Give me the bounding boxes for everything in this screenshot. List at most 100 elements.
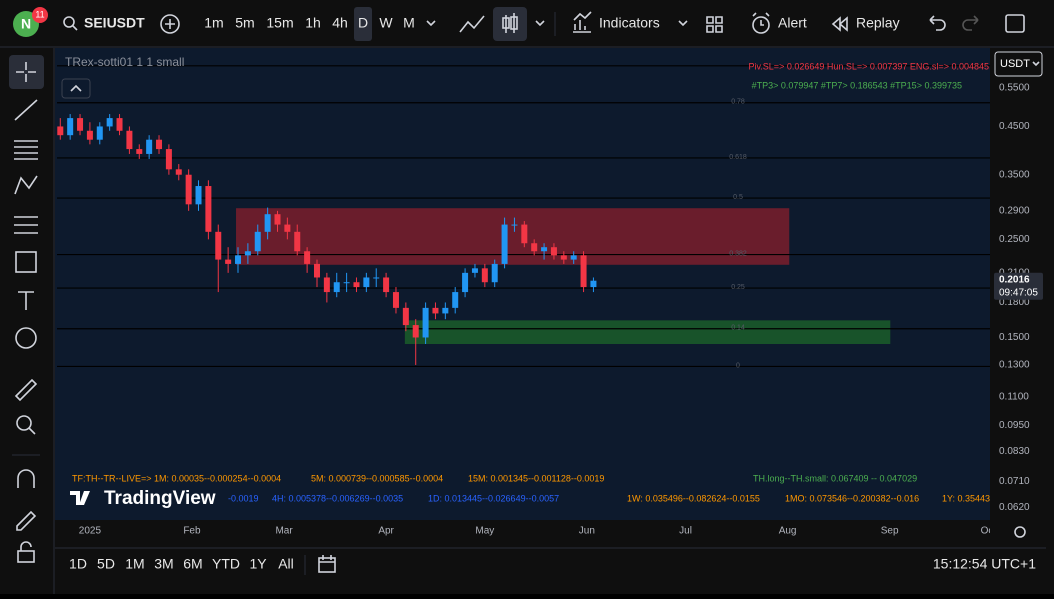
zone [236, 208, 790, 265]
pattern-tool[interactable] [14, 175, 38, 195]
chart-type-line[interactable] [459, 15, 485, 33]
candle-body [165, 149, 172, 170]
candle-body [531, 243, 538, 252]
projection-tool[interactable] [14, 216, 38, 234]
candle-body [57, 126, 64, 136]
y-tick-label: 0.1800 [999, 297, 1030, 308]
undo[interactable] [929, 15, 946, 31]
redo[interactable] [962, 15, 979, 31]
emoji-tool[interactable] [15, 327, 37, 349]
interval[interactable]: M [403, 15, 415, 31]
goto-date[interactable] [318, 557, 336, 573]
layout-icon[interactable] [706, 16, 723, 33]
text-tool[interactable] [18, 291, 34, 310]
interval-group: 1m 5m 15m 1h 4h D W M [204, 7, 415, 41]
collapse-button[interactable] [61, 78, 91, 99]
annotation: 1MO: 0.073546--0.200382--0.016 [785, 493, 919, 503]
settings[interactable] [1014, 526, 1026, 538]
candle-body [363, 277, 370, 288]
x-tick-label: May [475, 526, 494, 537]
y-tick-label: 0.0830 [999, 446, 1030, 457]
range-button[interactable]: 5D [97, 556, 115, 572]
chevron[interactable] [678, 20, 688, 27]
candle-body [560, 255, 567, 260]
annotation: 1W: 0.035496--0.082624--0.0155 [627, 493, 760, 503]
ruler-tool[interactable] [14, 378, 38, 402]
fib-label: 0 [736, 362, 740, 369]
fib-label: 0.618 [729, 154, 747, 161]
y-tick-label: 0.3500 [999, 169, 1030, 180]
candle-body [471, 268, 478, 273]
candle-body [86, 130, 93, 140]
candle-body [185, 174, 192, 205]
plot: 0.78 0.618 0.5 0.382 0.25 0.14 0 Piv.SL=> 0.026… [57, 61, 997, 537]
annotation: 15M: 0.001345--0.001128--0.0019 [468, 473, 604, 483]
interval[interactable]: 1h [305, 15, 321, 31]
range-button[interactable]: All [278, 556, 294, 572]
indicators-icon[interactable] [573, 11, 592, 33]
countdown: 09:47:05 [999, 287, 1038, 298]
alert-icon[interactable] [752, 16, 770, 34]
trendline-tool[interactable] [14, 99, 38, 121]
candle-body [116, 118, 123, 131]
search-icon[interactable] [63, 16, 75, 28]
range-button[interactable]: YTD [212, 556, 240, 572]
shape-tool[interactable] [15, 251, 37, 273]
chevron[interactable] [426, 20, 436, 27]
candle-body [254, 231, 261, 252]
range-button[interactable]: 1D [69, 556, 87, 572]
candle-body [244, 251, 251, 256]
candle-body [481, 268, 488, 283]
interval[interactable]: 4h [332, 15, 348, 31]
lock-tool[interactable] [17, 550, 35, 563]
currency: USDT [1000, 58, 1030, 70]
candle-body [195, 186, 202, 205]
candle-body [373, 277, 380, 279]
annotation: Piv.SL=> 0.026649 Hun.SL=> 0.007397 ENG.… [748, 61, 989, 71]
symbol[interactable]: SEIUSDT [84, 15, 145, 31]
fib-label: 0.25 [731, 284, 745, 291]
interval[interactable]: W [379, 15, 393, 31]
zoom-tool[interactable] [16, 415, 32, 431]
range-button[interactable]: 1Y [249, 556, 267, 572]
indicators-button[interactable]: Indicators [599, 15, 660, 31]
candle-body [353, 282, 360, 288]
candle-body [422, 307, 429, 338]
range-button[interactable]: 3M [154, 556, 173, 572]
zone [404, 320, 891, 344]
fib-tool[interactable] [14, 140, 38, 160]
candle-body [284, 224, 291, 232]
alert-button[interactable]: Alert [778, 15, 807, 31]
y-tick-label: 0.4500 [999, 121, 1030, 132]
interval[interactable]: 15m [266, 15, 293, 31]
fullscreen[interactable] [1005, 14, 1025, 33]
candle-body [274, 214, 281, 225]
candle-body [146, 139, 153, 154]
interval[interactable]: 5m [235, 15, 254, 31]
annotation: #TP3> 0.079947 #TP7> 0.186543 #TP15> 0.3… [752, 80, 962, 90]
draw-lock[interactable] [16, 510, 37, 531]
magnet-tool[interactable] [17, 469, 35, 488]
interval-active[interactable] [354, 7, 372, 41]
candle-body [126, 130, 133, 150]
interval[interactable]: D [358, 15, 368, 31]
chart-type-active[interactable] [493, 7, 527, 41]
candle-body [511, 224, 518, 226]
currency-button[interactable] [994, 51, 1043, 77]
chevron[interactable] [535, 20, 545, 27]
candle-body [225, 259, 232, 264]
range-group: 1D 5D 1M 3M 6M YTD 1Y All [69, 556, 294, 572]
x-tick-label: Oct [981, 526, 997, 537]
candle-body [313, 263, 320, 278]
tool-active[interactable] [9, 55, 44, 89]
replay-button[interactable]: Replay [856, 15, 900, 31]
candle-body [343, 282, 350, 284]
range-button[interactable]: 6M [183, 556, 202, 572]
interval[interactable]: 1m [204, 15, 223, 31]
goto-date [319, 555, 335, 563]
collapse-icon [70, 84, 82, 92]
range-button[interactable]: 1M [125, 556, 144, 572]
replay-icon[interactable] [831, 16, 848, 32]
candle-body [462, 272, 469, 293]
add-symbol[interactable] [160, 14, 180, 34]
